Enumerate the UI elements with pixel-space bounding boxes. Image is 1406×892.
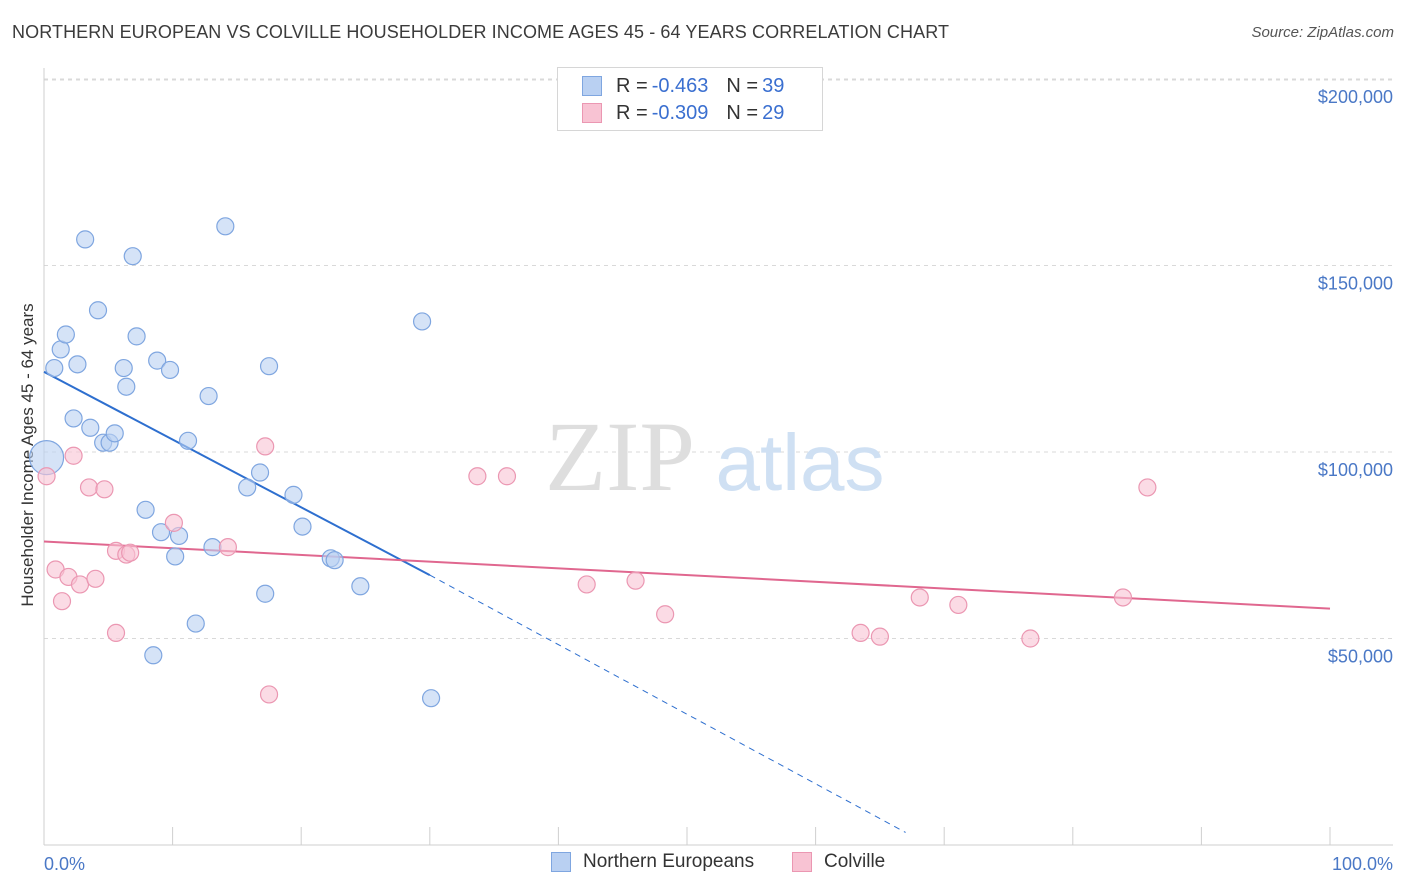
- point-colville: [656, 605, 675, 624]
- point-colville: [37, 467, 56, 486]
- point-colville: [577, 575, 596, 594]
- watermark-atlas: atlas: [716, 418, 885, 507]
- point-colville: [70, 575, 90, 594]
- point-colville: [106, 623, 126, 643]
- point-northern-europeans: [325, 551, 344, 570]
- y-tick-label: $100,000: [1318, 460, 1393, 480]
- axes: [43, 68, 1393, 846]
- point-northern-europeans: [293, 517, 312, 536]
- legend-n-label: N =: [726, 101, 759, 124]
- legend-label-colville: Colville: [824, 851, 886, 872]
- legend-n-value: 29: [762, 101, 785, 124]
- point-colville: [949, 595, 968, 615]
- y-tick-label: $50,000: [1328, 647, 1393, 667]
- point-northern-europeans: [123, 247, 142, 266]
- legend-label-northern-europeans: Northern Europeans: [583, 851, 755, 872]
- point-colville: [259, 685, 279, 704]
- chart-title: NORTHERN EUROPEAN VS COLVILLE HOUSEHOLDE…: [12, 22, 950, 42]
- legend-swatch-blue: [582, 76, 602, 96]
- legend-r-value: -0.309: [651, 101, 709, 124]
- legend-r-value: -0.463: [651, 74, 709, 97]
- point-colville: [86, 569, 105, 588]
- x-tick-label-max: 100.0%: [1332, 854, 1393, 874]
- point-northern-europeans: [412, 312, 432, 331]
- point-northern-europeans: [351, 577, 370, 596]
- point-northern-europeans: [68, 355, 87, 374]
- point-colville: [870, 627, 890, 646]
- watermark: ZIP atlas: [545, 401, 884, 512]
- point-northern-europeans: [127, 327, 146, 346]
- legend-n-label: N =: [726, 74, 759, 97]
- point-northern-europeans: [105, 424, 124, 443]
- point-northern-europeans: [117, 377, 136, 396]
- point-northern-europeans: [151, 523, 171, 542]
- series-legend: Northern Europeans Colville: [0, 851, 1406, 877]
- point-colville: [468, 467, 487, 486]
- point-northern-europeans: [81, 418, 100, 437]
- legend-item-colville[interactable]: Colville: [792, 851, 885, 873]
- point-northern-europeans: [136, 500, 155, 519]
- point-northern-europeans: [114, 358, 133, 378]
- correlation-legend: R = -0.463 N = 39 R = -0.309 N = 29: [557, 67, 823, 131]
- point-northern-europeans: [148, 351, 167, 370]
- point-northern-europeans: [284, 485, 303, 504]
- point-colville: [910, 588, 929, 607]
- legend-swatch-blue: [551, 852, 571, 872]
- point-colville: [497, 467, 517, 486]
- legend-n-value: 39: [762, 74, 785, 97]
- grid-lines: [44, 78, 1393, 639]
- point-northern-europeans: [216, 217, 235, 236]
- x-tick-label-min: 0.0%: [44, 854, 85, 874]
- point-colville: [52, 592, 72, 611]
- point-northern-europeans: [178, 431, 198, 450]
- trend-line-colville: [43, 540, 1331, 610]
- legend-r-label: R =: [616, 74, 648, 97]
- point-colville: [121, 543, 140, 562]
- legend-r-label: R =: [616, 101, 648, 124]
- point-colville: [64, 446, 83, 465]
- point-northern-europeans: [421, 689, 441, 708]
- legend-swatch-pink: [582, 103, 602, 123]
- point-northern-europeans: [238, 478, 257, 497]
- legend-row-northern-europeans: R = -0.463 N = 39: [582, 73, 784, 99]
- point-northern-europeans: [186, 614, 205, 633]
- point-northern-europeans: [203, 538, 222, 557]
- point-northern-europeans: [76, 230, 95, 249]
- y-tick-label: $200,000: [1318, 87, 1393, 107]
- legend-row-colville: R = -0.309 N = 29: [582, 100, 784, 126]
- trend-line-northern-europeans-extrapolated: [429, 574, 906, 833]
- point-northern-europeans: [144, 646, 163, 665]
- y-tick-label: $150,000: [1318, 274, 1393, 294]
- point-colville: [1021, 629, 1040, 648]
- point-northern-europeans: [88, 301, 108, 320]
- point-colville: [851, 623, 870, 643]
- point-northern-europeans: [56, 325, 75, 344]
- y-tick-labels: $50,000 $100,000 $150,000 $200,000: [1318, 87, 1393, 667]
- point-northern-europeans: [199, 386, 218, 406]
- point-colville: [1113, 588, 1133, 607]
- point-colville: [95, 480, 114, 499]
- watermark-zip: ZIP: [545, 401, 695, 512]
- source-label: Source: ZipAtlas.com: [1251, 24, 1394, 41]
- point-northern-europeans: [256, 584, 275, 603]
- point-colville: [1138, 478, 1157, 497]
- point-colville: [626, 571, 645, 590]
- point-colville: [218, 538, 237, 557]
- data-points: [28, 217, 1157, 708]
- point-northern-europeans: [160, 360, 180, 380]
- x-tick-labels: 0.0% 100.0%: [44, 854, 1393, 874]
- trend-line-northern-europeans: [43, 370, 431, 576]
- point-colville: [79, 478, 99, 497]
- point-northern-europeans: [45, 358, 64, 378]
- point-northern-europeans: [64, 409, 83, 428]
- point-colville: [256, 437, 275, 456]
- point-colville: [164, 513, 183, 532]
- point-northern-europeans: [250, 463, 270, 482]
- legend-item-northern-europeans[interactable]: Northern Europeans: [551, 851, 754, 873]
- point-northern-europeans: [166, 547, 185, 566]
- point-northern-europeans: [259, 357, 279, 376]
- legend-swatch-pink: [792, 852, 812, 872]
